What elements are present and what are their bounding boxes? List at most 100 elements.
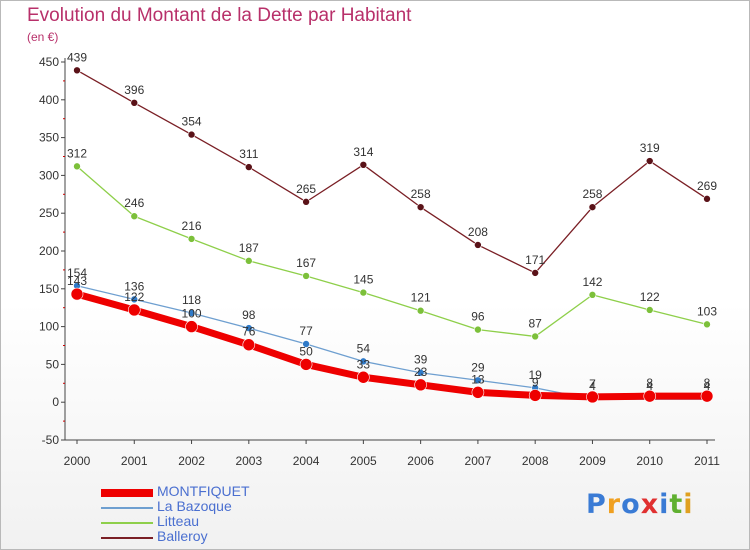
x-tick-label: 2006 — [407, 454, 434, 468]
x-tick-label: 2002 — [178, 454, 205, 468]
data-point-montfiquet — [586, 390, 599, 404]
data-point-balleroy — [302, 198, 310, 206]
data-point-balleroy — [474, 241, 482, 249]
data-label-litteau: 312 — [67, 146, 87, 160]
data-point-litteau — [531, 332, 539, 341]
data-label-la-bazoque: 4 — [704, 379, 711, 393]
data-label-balleroy: 258 — [582, 187, 602, 201]
x-tick-label: 2004 — [293, 454, 320, 468]
x-tick-label: 2001 — [121, 454, 148, 468]
y-tick-label: 450 — [39, 55, 59, 69]
data-label-balleroy: 319 — [640, 141, 660, 155]
data-label-balleroy: 265 — [296, 182, 316, 196]
data-label-la-bazoque: 4 — [589, 379, 596, 393]
data-point-montfiquet — [127, 303, 141, 317]
data-label-litteau: 121 — [411, 291, 431, 305]
data-point-montfiquet — [299, 358, 313, 371]
data-point-balleroy — [703, 195, 711, 203]
data-point-litteau — [359, 288, 368, 297]
data-label-la-bazoque: 154 — [67, 266, 87, 280]
legend-label-la-bazoque: La Bazoque — [157, 498, 232, 514]
data-label-litteau: 246 — [124, 196, 144, 210]
chart-unit-label: (en €) — [27, 30, 59, 44]
data-label-balleroy: 269 — [697, 179, 717, 193]
logo-letter: x — [640, 489, 660, 520]
legend-swatch-litteau — [101, 522, 153, 524]
data-label-litteau: 122 — [640, 290, 660, 304]
data-point-la-bazoque — [187, 309, 196, 317]
x-tick-label: 2011 — [694, 454, 720, 468]
legend-swatch-la-bazoque — [101, 507, 153, 509]
data-point-montfiquet — [700, 389, 714, 403]
data-label-litteau: 103 — [697, 304, 717, 318]
data-label-montfiquet: 143 — [67, 274, 87, 288]
logo-letter: i — [683, 489, 694, 520]
data-label-balleroy: 208 — [468, 225, 488, 239]
data-point-montfiquet — [414, 378, 427, 392]
y-tick-label: 50 — [46, 357, 60, 371]
data-label-la-bazoque: 118 — [182, 293, 201, 307]
data-point-balleroy — [531, 269, 539, 277]
data-label-balleroy: 396 — [124, 83, 144, 97]
data-point-montfiquet — [242, 338, 256, 352]
data-point-litteau — [474, 325, 482, 334]
data-label-la-bazoque: 77 — [299, 324, 313, 338]
data-point-litteau — [588, 291, 597, 299]
data-label-montfiquet: 8 — [704, 376, 711, 390]
logo-letter: P — [586, 489, 607, 520]
data-point-balleroy — [245, 163, 253, 171]
y-tick-label: 0 — [52, 395, 59, 409]
series-line-balleroy — [76, 69, 708, 274]
data-label-la-bazoque: 98 — [242, 308, 256, 322]
logo-letter: o — [621, 489, 641, 520]
y-tick-label: 150 — [39, 282, 59, 296]
data-label-litteau: 187 — [239, 241, 259, 255]
data-point-balleroy — [588, 203, 597, 211]
data-point-balleroy — [130, 99, 139, 107]
x-tick-label: 2003 — [235, 454, 262, 468]
y-tick-label: 350 — [39, 131, 59, 145]
y-tick-label: 100 — [39, 320, 59, 334]
data-label-litteau: 167 — [296, 256, 316, 270]
data-point-litteau — [187, 235, 196, 243]
data-point-montfiquet — [528, 389, 542, 402]
y-tick-label: 200 — [39, 244, 59, 258]
series-line-litteau — [76, 165, 708, 338]
legend-label-balleroy: Balleroy — [157, 528, 208, 544]
x-tick-label: 2009 — [579, 454, 606, 468]
series-line-montfiquet — [73, 290, 711, 401]
data-label-balleroy: 439 — [67, 50, 87, 64]
x-tick-label: 2008 — [522, 454, 549, 468]
data-point-la-bazoque — [474, 376, 482, 385]
x-tick-label: 2000 — [64, 454, 91, 468]
data-label-la-bazoque: 136 — [124, 279, 144, 293]
data-label-litteau: 216 — [182, 219, 202, 233]
data-label-montfiquet: 8 — [646, 376, 653, 390]
x-tick-label: 2005 — [350, 454, 377, 468]
data-point-montfiquet — [357, 370, 370, 384]
data-point-litteau — [73, 162, 81, 171]
data-label-litteau: 145 — [353, 273, 373, 287]
data-point-montfiquet — [70, 287, 84, 301]
x-tick-label: 2007 — [465, 454, 492, 468]
legend-swatch-balleroy — [101, 537, 153, 539]
data-point-la-bazoque — [245, 324, 253, 332]
data-label-montfiquet: 7 — [589, 377, 596, 391]
data-label-balleroy: 171 — [525, 253, 545, 267]
data-label-balleroy: 311 — [239, 147, 258, 161]
data-point-litteau — [245, 257, 253, 265]
data-point-balleroy — [645, 157, 654, 165]
data-point-litteau — [302, 272, 310, 280]
y-tick-label: -50 — [42, 433, 60, 447]
data-label-balleroy: 258 — [411, 187, 431, 201]
data-label-montfiquet: 23 — [414, 365, 428, 379]
data-label-litteau: 87 — [529, 316, 543, 330]
y-tick-label: 250 — [39, 206, 59, 220]
data-label-balleroy: 354 — [182, 115, 202, 129]
data-label-montfiquet: 9 — [532, 375, 539, 389]
x-tick-label: 2010 — [636, 454, 663, 468]
data-label-balleroy: 314 — [353, 145, 373, 159]
data-label-litteau: 96 — [471, 310, 485, 324]
